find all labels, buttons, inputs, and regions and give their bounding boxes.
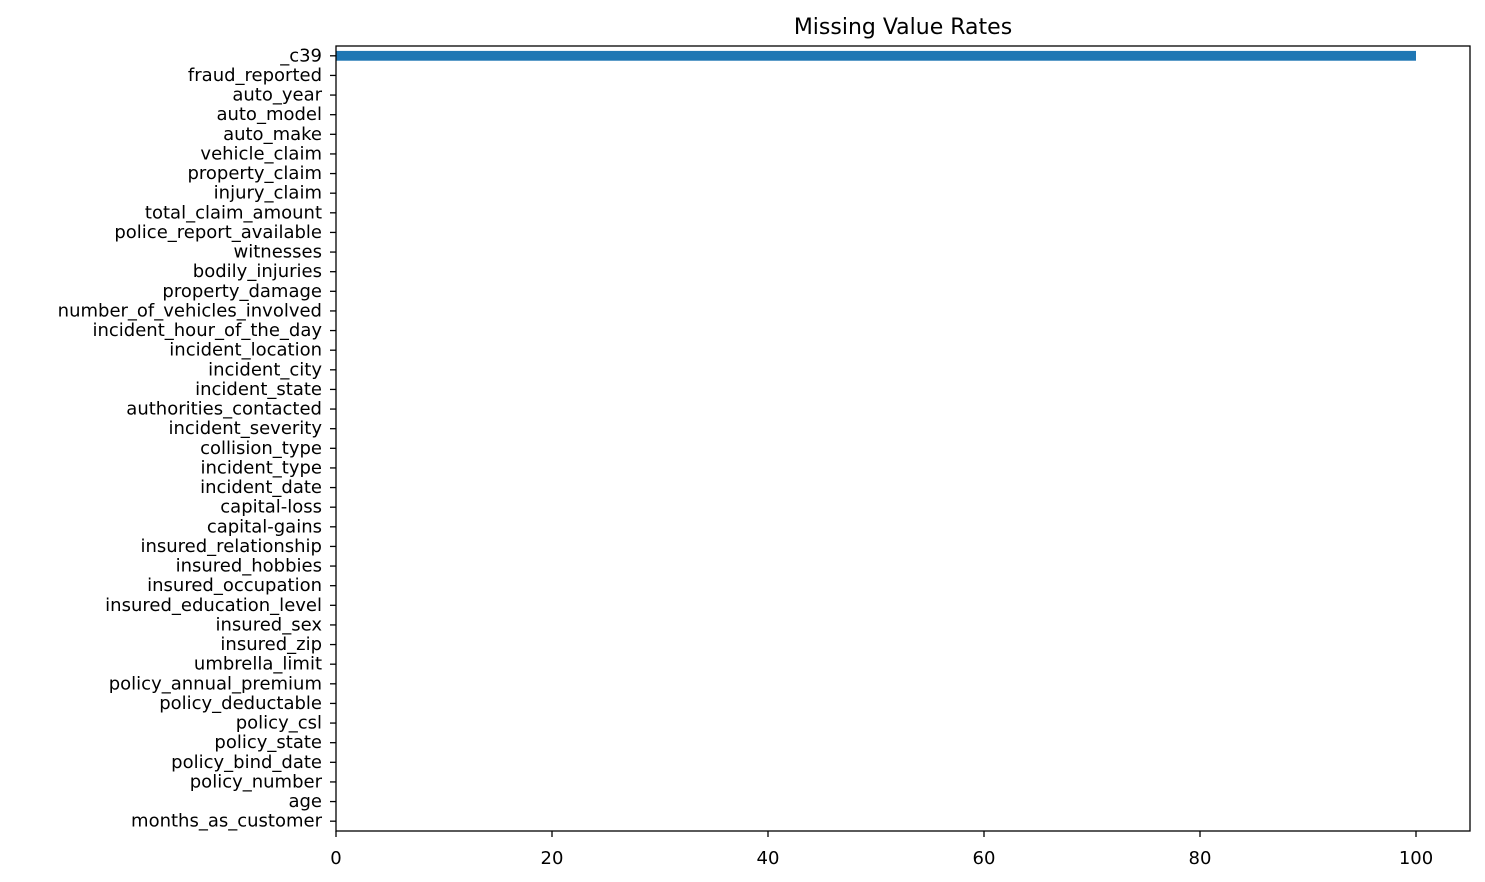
x-axis-ticks: 0 20 40 60 80 100 xyxy=(330,831,1433,869)
y-tick-label: policy_state xyxy=(214,732,322,753)
y-tick-label: incident_date xyxy=(200,477,322,498)
y-tick-label: months_as_customer xyxy=(131,811,323,832)
y-tick-label: capital-gains xyxy=(207,516,322,537)
x-tick-label: 20 xyxy=(541,848,564,869)
y-tick-label: insured_relationship xyxy=(140,536,322,557)
plot-frame xyxy=(335,45,1471,832)
y-tick-label: incident_state xyxy=(195,379,322,400)
y-tick-label: capital-loss xyxy=(220,497,322,518)
y-tick-label: umbrella_limit xyxy=(194,654,322,675)
bars-group xyxy=(336,50,1416,61)
y-tick-label: number_of_vehicles_involved xyxy=(58,300,322,321)
y-tick-label: incident_severity xyxy=(168,418,322,439)
y-tick-label: insured_zip xyxy=(220,634,322,655)
y-tick-label: policy_number xyxy=(190,771,323,792)
y-tick-label: policy_deductable xyxy=(159,693,322,714)
y-tick-label: insured_occupation xyxy=(147,575,322,596)
chart-title: Missing Value Rates xyxy=(794,15,1012,40)
y-tick-label: property_claim xyxy=(187,163,322,184)
y-tick-label: insured_education_level xyxy=(105,595,322,616)
y-tick-label: policy_bind_date xyxy=(171,752,322,773)
y-tick-label: age xyxy=(288,791,322,812)
y-tick-label: auto_make xyxy=(223,124,322,145)
y-tick-label: fraud_reported xyxy=(188,65,322,86)
y-tick-label: police_report_available xyxy=(114,222,322,243)
y-tick-label: authorities_contacted xyxy=(126,399,322,420)
y-tick-label: injury_claim xyxy=(214,183,322,204)
y-tick-label: bodily_injuries xyxy=(193,261,322,282)
y-tick-label: auto_model xyxy=(216,104,322,125)
x-tick-label: 0 xyxy=(330,848,341,869)
y-tick-label: witnesses xyxy=(234,242,322,263)
y-tick-label: _c39 xyxy=(279,45,322,66)
y-axis-ticks: months_as_customeragepolicy_numberpolicy… xyxy=(58,45,336,832)
y-tick-label: insured_hobbies xyxy=(176,556,322,577)
y-tick-label: total_claim_amount xyxy=(145,202,322,223)
x-tick-label: 40 xyxy=(757,848,780,869)
y-tick-label: policy_annual_premium xyxy=(109,673,322,694)
y-tick-label: incident_location xyxy=(169,340,322,361)
x-tick-label: 80 xyxy=(1189,848,1212,869)
y-tick-label: insured_sex xyxy=(216,614,323,635)
x-tick-label: 60 xyxy=(973,848,996,869)
bar-_c39 xyxy=(336,50,1416,61)
x-tick-label: 100 xyxy=(1399,848,1433,869)
y-tick-label: incident_hour_of_the_day xyxy=(93,320,323,341)
y-tick-label: auto_year xyxy=(232,85,322,106)
y-tick-label: property_damage xyxy=(162,281,322,302)
y-tick-label: incident_city xyxy=(208,359,322,380)
y-tick-label: policy_csl xyxy=(236,713,322,734)
y-tick-label: vehicle_claim xyxy=(200,143,322,164)
y-tick-label: incident_type xyxy=(201,457,322,478)
y-tick-label: collision_type xyxy=(200,438,322,459)
